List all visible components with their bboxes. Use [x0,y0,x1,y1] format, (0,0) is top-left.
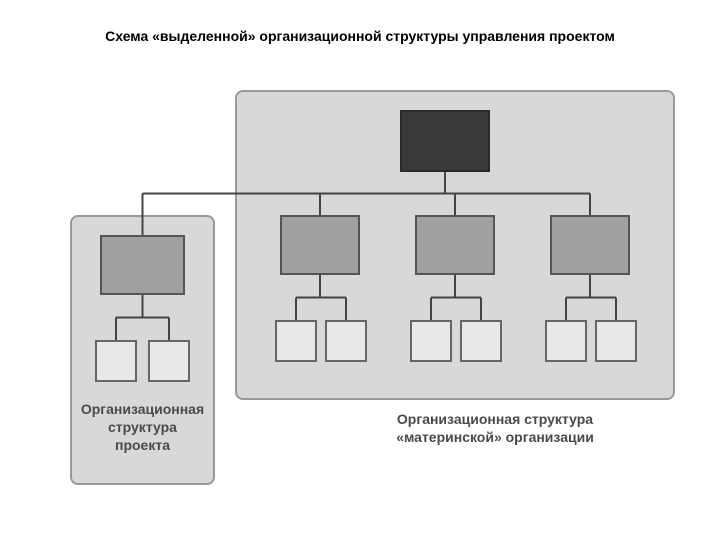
org-box-top [400,110,490,172]
org-box-m1a [275,320,317,362]
org-box-m1 [280,215,360,275]
org-box-proj_a [95,340,137,382]
org-box-m3 [550,215,630,275]
org-box-proj_b [148,340,190,382]
parent-org-label: Организационная структура «материнской» … [335,410,655,446]
org-box-proj_top [100,235,185,295]
org-box-m1b [325,320,367,362]
org-box-m2b [460,320,502,362]
org-box-m2a [410,320,452,362]
diagram-title: Схема «выделенной» организационной струк… [0,28,720,44]
org-box-m3b [595,320,637,362]
org-box-m3a [545,320,587,362]
project-label: Организационная структура проекта [70,400,215,455]
org-box-m2 [415,215,495,275]
